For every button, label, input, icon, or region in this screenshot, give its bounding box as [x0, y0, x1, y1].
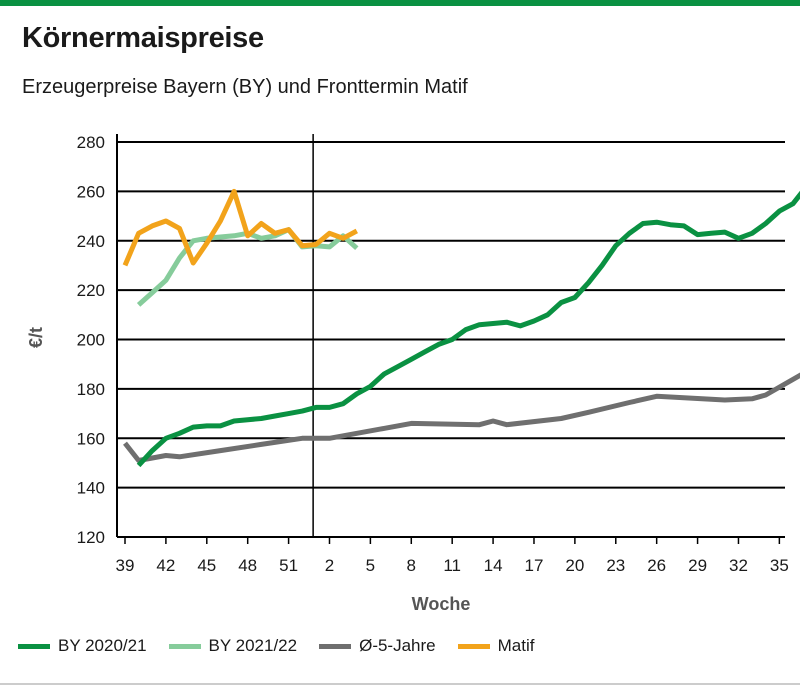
series-line-5-jahre: [123, 372, 800, 463]
x-tick-42: 42: [156, 556, 175, 575]
legend-item-matif: Matif: [457, 636, 535, 656]
x-tick-51: 51: [279, 556, 298, 575]
x-tick-2: 2: [325, 556, 334, 575]
y-tick-labels: 120 140 160 180 200 220 240 260 280: [77, 133, 105, 547]
legend-swatch-5-year-average: [319, 643, 352, 649]
x-tick-5: 5: [366, 556, 375, 575]
x-tick-32: 32: [729, 556, 748, 575]
y-axis-title: €/t: [26, 327, 46, 348]
legend-item-by-2020-21: BY 2020/21: [18, 636, 147, 656]
legend-item-5-year-average: Ø-5-Jahre: [319, 636, 436, 656]
x-tick-45: 45: [197, 556, 216, 575]
y-tick-260: 260: [77, 182, 105, 201]
series-line-by-2020-21: [136, 190, 800, 468]
y-tick-280: 280: [77, 133, 105, 152]
y-tick-160: 160: [77, 429, 105, 448]
chart: 120 140 160 180 200 220 240 260 280 39 42 45 48 51 2 5…: [26, 133, 800, 614]
legend-label-matif: Matif: [497, 636, 535, 655]
series-group: [122, 188, 800, 468]
y-tick-140: 140: [77, 479, 105, 498]
legend-swatch-by-2021-22: [168, 643, 201, 649]
x-tick-11: 11: [443, 556, 461, 575]
legend-label-5-year-average: Ø-5-Jahre: [359, 636, 436, 655]
series-line-matif: [122, 188, 358, 267]
legend-label-by-2021-22: BY 2021/22: [208, 636, 298, 655]
x-axis-title: Woche: [412, 594, 471, 614]
page-subtitle: Erzeugerpreise Bayern (BY) und Frontterm…: [22, 76, 468, 98]
x-tick-35: 35: [770, 556, 789, 575]
x-tick-29: 29: [688, 556, 707, 575]
brand-top-bar: [0, 0, 800, 6]
x-tick-39: 39: [116, 556, 135, 575]
page-title: Körnermaispreise: [22, 22, 264, 54]
x-tick-17: 17: [525, 556, 544, 575]
bottom-divider: [0, 683, 800, 685]
y-tick-120: 120: [77, 528, 105, 547]
y-tick-240: 240: [77, 232, 105, 251]
x-tick-8: 8: [407, 556, 416, 575]
y-tick-200: 200: [77, 331, 105, 350]
x-tick-48: 48: [238, 556, 257, 575]
x-tick-26: 26: [647, 556, 666, 575]
legend: BY 2020/21 BY 2021/22 Ø-5-Jahre Matif: [18, 636, 556, 656]
y-tick-180: 180: [77, 380, 105, 399]
legend-item-by-2021-22: BY 2021/22: [168, 636, 298, 656]
y-tick-220: 220: [77, 281, 105, 300]
x-tick-14: 14: [484, 556, 503, 575]
x-tick-23: 23: [606, 556, 625, 575]
legend-swatch-by-2020-21: [18, 643, 50, 649]
x-tick-labels: 39 42 45 48 51 2 5 8 11 14 17 20 23 26 29 32 35: [116, 537, 789, 575]
legend-swatch-matif: [457, 643, 490, 649]
legend-label-by-2020-21: BY 2020/21: [58, 636, 147, 655]
x-tick-20: 20: [565, 556, 584, 575]
